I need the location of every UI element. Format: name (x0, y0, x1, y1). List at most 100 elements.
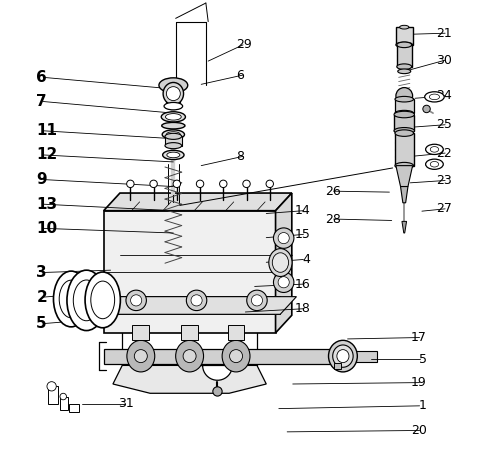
Ellipse shape (91, 281, 114, 319)
Ellipse shape (395, 130, 413, 137)
Circle shape (60, 393, 66, 400)
Circle shape (150, 180, 158, 187)
Text: 16: 16 (294, 278, 310, 291)
Ellipse shape (337, 350, 349, 363)
Circle shape (396, 88, 412, 104)
Ellipse shape (85, 272, 120, 328)
Ellipse shape (426, 159, 444, 169)
Polygon shape (400, 186, 408, 203)
Ellipse shape (424, 92, 444, 102)
Circle shape (220, 180, 227, 187)
Text: 31: 31 (118, 397, 134, 411)
Ellipse shape (395, 110, 413, 116)
Ellipse shape (159, 78, 188, 93)
Ellipse shape (397, 64, 411, 69)
Circle shape (173, 180, 180, 187)
Ellipse shape (269, 248, 292, 276)
Text: 25: 25 (436, 118, 452, 131)
Ellipse shape (396, 42, 412, 48)
Text: 5: 5 (36, 316, 47, 331)
Circle shape (130, 295, 141, 306)
Text: 17: 17 (410, 331, 426, 344)
Circle shape (266, 180, 274, 187)
Bar (181, 325, 198, 340)
Circle shape (423, 105, 430, 113)
Ellipse shape (165, 133, 182, 139)
Ellipse shape (230, 350, 242, 363)
Bar (132, 325, 149, 340)
Polygon shape (198, 365, 237, 380)
Text: 12: 12 (36, 147, 58, 163)
Bar (334, 363, 340, 369)
Text: 14: 14 (294, 204, 310, 217)
Text: 11: 11 (36, 123, 58, 138)
Bar (228, 325, 244, 340)
Ellipse shape (134, 350, 147, 363)
Circle shape (47, 382, 56, 391)
Circle shape (252, 295, 262, 306)
Circle shape (243, 180, 250, 187)
Text: 24: 24 (436, 89, 452, 103)
Ellipse shape (67, 270, 106, 330)
Ellipse shape (165, 143, 182, 149)
Circle shape (186, 290, 207, 311)
Ellipse shape (127, 340, 155, 372)
Ellipse shape (167, 152, 180, 158)
Bar (394, 115, 414, 131)
Bar (165, 137, 182, 146)
Bar (395, 99, 413, 113)
Bar (70, 404, 80, 412)
Text: 20: 20 (410, 424, 426, 437)
Circle shape (191, 295, 202, 306)
Text: 8: 8 (236, 150, 244, 163)
Text: 29: 29 (236, 38, 252, 51)
Ellipse shape (398, 69, 411, 74)
Text: 6: 6 (36, 70, 47, 85)
Circle shape (278, 233, 289, 244)
Polygon shape (104, 193, 292, 211)
Polygon shape (276, 193, 292, 333)
Text: 4: 4 (302, 253, 310, 266)
Circle shape (126, 180, 134, 187)
Ellipse shape (162, 130, 184, 139)
Circle shape (278, 277, 289, 288)
Ellipse shape (59, 280, 83, 318)
Circle shape (274, 228, 294, 248)
Ellipse shape (166, 114, 181, 120)
Bar (48, 386, 58, 404)
Ellipse shape (164, 103, 182, 110)
Ellipse shape (395, 162, 413, 169)
Bar (397, 45, 411, 67)
Ellipse shape (430, 147, 438, 152)
Circle shape (246, 290, 267, 311)
Text: 6: 6 (236, 69, 244, 82)
Polygon shape (402, 221, 406, 233)
Circle shape (126, 290, 146, 311)
Ellipse shape (430, 94, 440, 100)
Ellipse shape (176, 340, 204, 372)
Text: 2: 2 (36, 289, 47, 305)
Bar (395, 133, 413, 165)
Text: 5: 5 (418, 353, 426, 366)
Bar (85, 296, 280, 314)
Polygon shape (396, 165, 412, 186)
Ellipse shape (332, 345, 353, 367)
Text: 19: 19 (411, 376, 426, 389)
Text: 13: 13 (36, 197, 58, 212)
Ellipse shape (162, 112, 186, 122)
Ellipse shape (272, 253, 288, 272)
Ellipse shape (162, 151, 184, 159)
Ellipse shape (394, 111, 414, 118)
Ellipse shape (163, 82, 184, 105)
Ellipse shape (400, 25, 409, 29)
Ellipse shape (166, 132, 180, 137)
Ellipse shape (183, 350, 196, 363)
Ellipse shape (397, 42, 411, 48)
Text: 27: 27 (436, 202, 452, 215)
Ellipse shape (430, 161, 438, 167)
Polygon shape (85, 297, 296, 314)
Text: 15: 15 (294, 228, 310, 241)
Text: 10: 10 (36, 221, 58, 236)
Ellipse shape (395, 96, 413, 102)
Circle shape (213, 387, 222, 396)
